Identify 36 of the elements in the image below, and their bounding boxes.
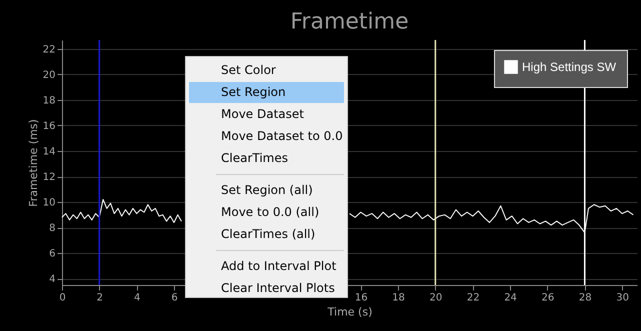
annotation: Set Region (all)	[220, 182, 314, 199]
y-axis-title: Frametime (ms)	[26, 119, 40, 207]
x-tick-label: 22	[466, 292, 480, 304]
y-tick-label: 10	[42, 198, 56, 209]
y-tick-label: 14	[42, 146, 56, 158]
x-tick-label: 18	[392, 292, 405, 304]
y-tick-label: 20	[42, 70, 56, 81]
annotation: ClearTimes (all)	[220, 226, 316, 243]
annotation: Add to Interval Plot	[220, 258, 338, 275]
x-tick-label: 20	[430, 292, 442, 304]
x-tick-label: 24	[504, 292, 517, 304]
annotation: ClearTimes	[220, 150, 290, 167]
x-tick-label: 30	[616, 292, 629, 304]
y-tick-label: 4	[49, 274, 56, 286]
x-tick-label: 4	[134, 292, 140, 304]
chart-title: Frametime	[290, 9, 409, 34]
annotation: Move Dataset	[220, 106, 305, 123]
x-axis-title: Time (s)	[326, 306, 372, 318]
annotation: Move to 0.0 (all)	[220, 204, 320, 221]
x-tick-label: 6	[171, 292, 178, 304]
annotation: Set Region	[189, 82, 344, 103]
y-tick-label: 22	[42, 44, 56, 56]
y-tick-label: 8	[49, 223, 56, 234]
y-tick-label: 6	[49, 248, 56, 260]
y-tick-label: 12	[42, 172, 56, 184]
y-tick-label: 18	[42, 95, 56, 106]
x-tick-label: 28	[578, 292, 592, 304]
x-tick-label: 0	[59, 292, 66, 304]
annotation: Set Color	[220, 62, 277, 79]
y-tick-label: 16	[42, 120, 56, 132]
annotation: Clear Interval Plots	[220, 280, 336, 297]
x-tick-label: 26	[542, 292, 554, 304]
x-tick-label: 2	[96, 292, 104, 304]
x-tick-label: 16	[354, 292, 368, 304]
annotation: Move Dataset to 0.0	[220, 128, 344, 145]
legend-label: High Settings SW	[522, 60, 617, 74]
